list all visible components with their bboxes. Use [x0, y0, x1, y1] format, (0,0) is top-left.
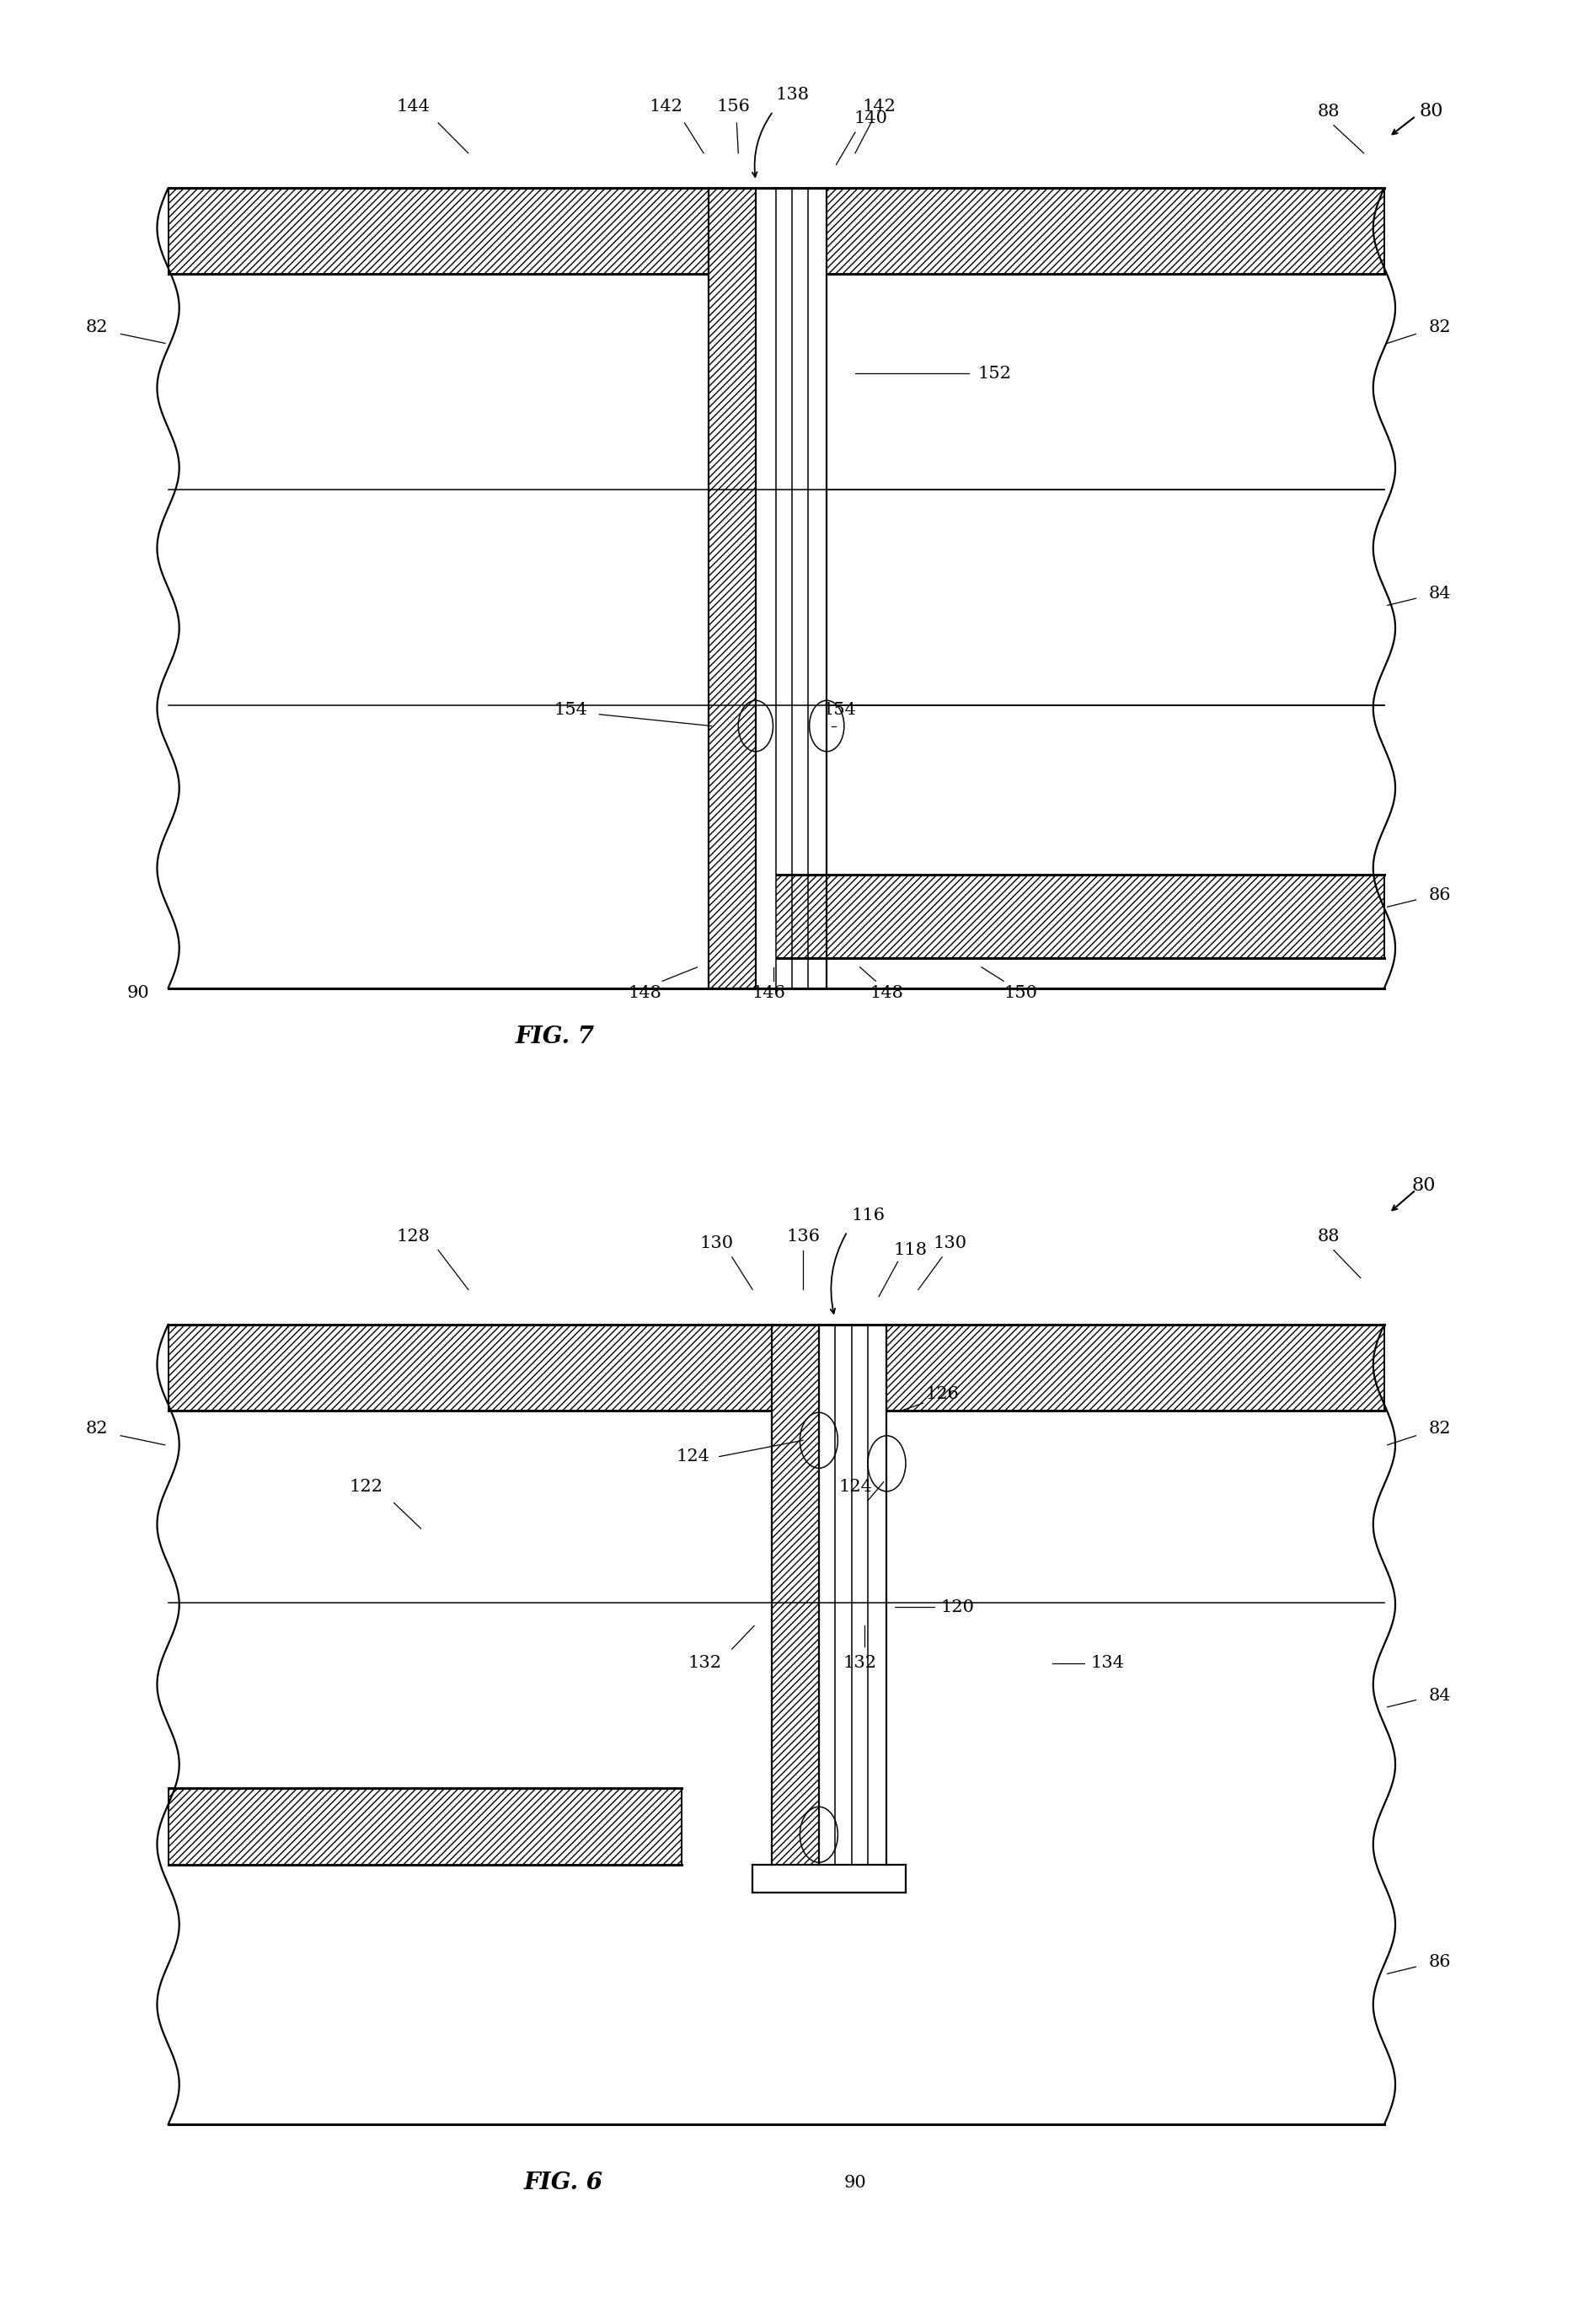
- Text: 90: 90: [844, 2175, 866, 2192]
- Bar: [168, 1325, 771, 1411]
- Bar: [756, 188, 776, 988]
- Text: 148: 148: [629, 985, 662, 1002]
- Text: 156: 156: [718, 98, 751, 114]
- Text: 154: 154: [554, 702, 588, 718]
- Text: 124: 124: [676, 1448, 710, 1464]
- Text: 116: 116: [851, 1208, 884, 1222]
- Text: 90: 90: [127, 985, 149, 1002]
- Text: 88: 88: [1318, 1227, 1340, 1243]
- Text: FIG. 7: FIG. 7: [515, 1025, 594, 1048]
- Text: 138: 138: [775, 86, 809, 102]
- Bar: [168, 1325, 1384, 2124]
- Bar: [708, 874, 1384, 957]
- Text: 80: 80: [1411, 1176, 1435, 1195]
- Bar: [887, 1325, 1384, 1411]
- Text: 128: 128: [396, 1227, 429, 1243]
- Text: 80: 80: [1419, 102, 1443, 121]
- Text: 142: 142: [649, 98, 683, 114]
- Text: 152: 152: [977, 365, 1011, 381]
- Text: 132: 132: [689, 1655, 722, 1671]
- Text: 120: 120: [941, 1599, 974, 1615]
- Text: 118: 118: [893, 1241, 927, 1257]
- Text: 154: 154: [822, 702, 857, 718]
- Text: 82: 82: [1429, 318, 1451, 335]
- Text: 132: 132: [843, 1655, 878, 1671]
- Text: 122: 122: [348, 1478, 382, 1494]
- Bar: [771, 1325, 819, 1864]
- Text: 140: 140: [854, 109, 887, 125]
- Text: 82: 82: [1429, 1420, 1451, 1436]
- Text: 86: 86: [1429, 888, 1451, 904]
- Bar: [168, 1787, 681, 1864]
- Bar: [708, 188, 756, 988]
- Text: 82: 82: [86, 1420, 108, 1436]
- Bar: [819, 1325, 835, 1864]
- Text: 86: 86: [1429, 1954, 1451, 1971]
- Bar: [168, 188, 1384, 988]
- Text: 142: 142: [862, 98, 895, 114]
- Bar: [827, 188, 1384, 274]
- Text: FIG. 6: FIG. 6: [523, 2171, 602, 2194]
- Text: 134: 134: [1091, 1655, 1125, 1671]
- Text: 84: 84: [1429, 1687, 1451, 1703]
- Text: 136: 136: [786, 1227, 821, 1243]
- Text: 88: 88: [1318, 102, 1340, 119]
- Text: 150: 150: [1004, 985, 1038, 1002]
- Text: 82: 82: [86, 318, 108, 335]
- Text: 148: 148: [870, 985, 903, 1002]
- Text: 126: 126: [925, 1385, 958, 1401]
- Bar: [168, 188, 708, 274]
- Text: 146: 146: [751, 985, 786, 1002]
- Text: 130: 130: [933, 1234, 966, 1250]
- Text: 84: 84: [1429, 586, 1451, 602]
- Text: 124: 124: [838, 1478, 871, 1494]
- Text: 144: 144: [396, 98, 429, 114]
- Text: 130: 130: [699, 1234, 733, 1250]
